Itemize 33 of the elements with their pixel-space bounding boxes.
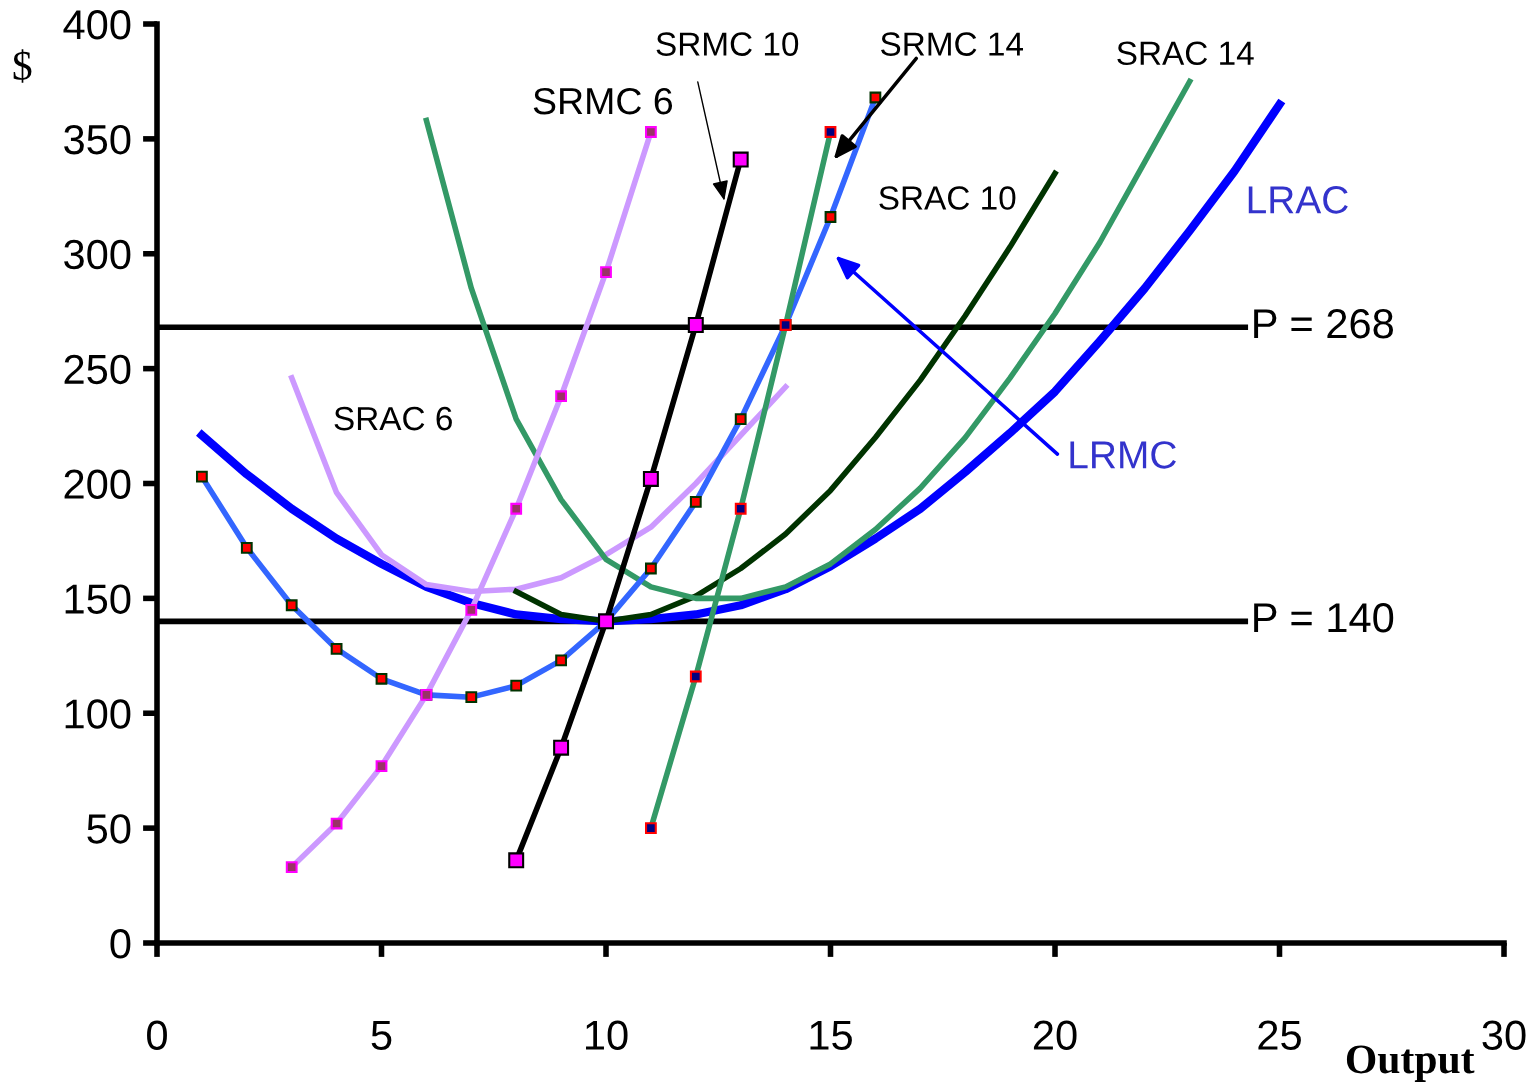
text: LRMC	[1070, 441, 1176, 469]
y-tick-label: 50	[87, 814, 131, 844]
x-tick-label: 15	[810, 1020, 852, 1050]
point	[553, 739, 570, 756]
y-tick-label: 100	[65, 699, 131, 729]
x-tick-label: 5	[371, 1020, 392, 1050]
x-tick-label: 10	[586, 1020, 628, 1050]
point	[732, 151, 749, 168]
x-tick-label: 30	[1482, 1020, 1526, 1050]
point	[508, 852, 525, 869]
text: SRMC 14	[881, 32, 1023, 56]
y-tick-label: 200	[64, 469, 131, 500]
x-tick-label: 20	[1033, 1020, 1077, 1050]
text: SRMC 10	[656, 32, 799, 56]
series-label: LRAC	[1248, 186, 1348, 214]
ref-line-label: P = 268	[1254, 308, 1394, 339]
y-tick-label: 400	[63, 10, 131, 40]
series-label: SRAC 14	[1117, 41, 1254, 66]
y-tick-label: 150	[65, 584, 131, 614]
y-tick-label: 0	[110, 929, 131, 959]
y-axis-title: $	[13, 49, 32, 83]
ref-line-label: P = 140	[1254, 603, 1394, 633]
series-label: SRAC 6	[334, 406, 452, 431]
series-label: SRAC 10	[879, 186, 1016, 210]
y-tick-label: 350	[64, 124, 131, 155]
y-tick-label: 300	[64, 239, 131, 270]
point	[642, 470, 659, 487]
x-tick-label: 0	[147, 1020, 167, 1050]
x-axis-title: Output	[1346, 1045, 1475, 1082]
series-label: SRMC 6	[533, 87, 673, 115]
y-tick-label: 250	[64, 354, 131, 385]
point	[687, 316, 704, 333]
x-tick-label: 25	[1258, 1020, 1301, 1050]
